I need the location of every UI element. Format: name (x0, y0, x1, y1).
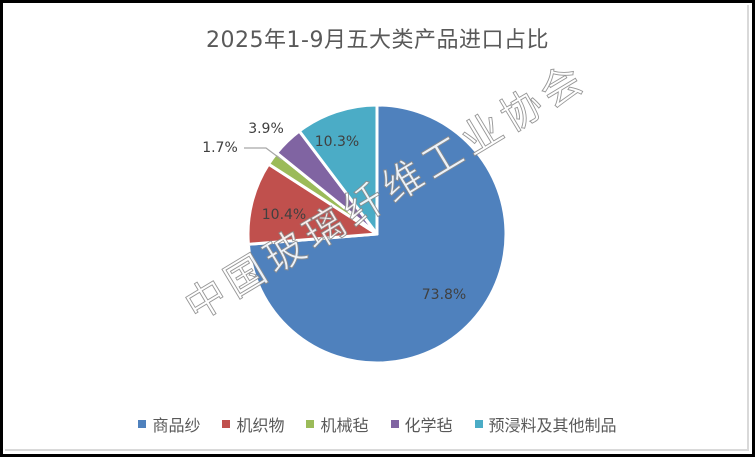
chart-title: 2025年1-9月五大类产品进口占比 (206, 28, 549, 53)
pie-slices (246, 103, 508, 365)
chart-area (5, 5, 749, 451)
data-label-chemical-mat: 3.9% (248, 121, 284, 137)
legend-label: 化学毡 (404, 416, 453, 435)
slice-woven[interactable] (246, 162, 379, 246)
slice-prepreg[interactable] (297, 103, 379, 236)
legend-swatch-icon (138, 420, 147, 428)
legend-swatch-icon (222, 420, 231, 428)
legend-swatch-icon (306, 420, 315, 428)
legend-label: 商品纱 (152, 416, 201, 435)
legend-label: 机械毡 (320, 416, 369, 435)
data-label-woven: 10.4% (262, 207, 306, 223)
legend-label: 机织物 (236, 416, 285, 435)
data-label-prepreg: 10.3% (315, 134, 359, 150)
data-label-mechanical-mat: 1.7% (202, 140, 238, 156)
chart-legend: 商品纱 机织物 机械毡 化学毡 预浸料及其他制品 (0, 412, 755, 436)
leader-line (244, 147, 283, 161)
legend-item-prepreg[interactable]: 预浸料及其他制品 (474, 412, 617, 436)
legend-swatch-icon (390, 420, 399, 428)
legend-swatch-icon (474, 420, 483, 428)
legend-item-yarn[interactable]: 商品纱 (138, 412, 200, 436)
data-label-yarn: 73.8% (422, 287, 466, 303)
legend-item-woven[interactable]: 机织物 (222, 412, 284, 436)
legend-label: 预浸料及其他制品 (488, 416, 617, 435)
legend-item-chemical-mat[interactable]: 化学毡 (390, 412, 453, 436)
legend-item-mechanical-mat[interactable]: 机械毡 (306, 412, 369, 436)
